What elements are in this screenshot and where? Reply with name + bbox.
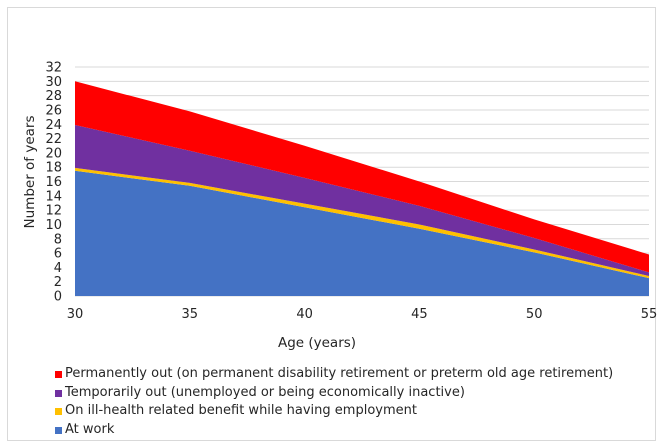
area-series-0 xyxy=(75,170,649,296)
legend-item: At work xyxy=(55,421,613,440)
y-tick-label: 30 xyxy=(45,75,62,90)
area-series-2 xyxy=(75,124,649,276)
y-tick-label: 26 xyxy=(45,103,62,118)
area-series-3 xyxy=(75,81,649,273)
legend-item: Temporarily out (unemployed or being eco… xyxy=(55,384,613,403)
x-tick-label: 35 xyxy=(182,307,199,322)
legend-swatch xyxy=(55,408,62,416)
x-tick-label: 45 xyxy=(411,307,428,322)
x-axis-title: Age (years) xyxy=(278,335,356,351)
legend-item: On ill-health related benefit while havi… xyxy=(55,402,613,421)
y-tick-label: 8 xyxy=(54,232,62,247)
y-axis-title: Number of years xyxy=(22,116,38,229)
legend-swatch xyxy=(55,389,62,397)
y-tick-label: 16 xyxy=(45,175,62,190)
y-tick-label: 6 xyxy=(54,247,62,262)
legend-label: On ill-health related benefit while havi… xyxy=(65,403,417,419)
legend-item: Permanently out (on permanent disability… xyxy=(55,365,613,384)
y-tick-label: 10 xyxy=(45,218,62,233)
y-tick-label: 0 xyxy=(54,290,62,305)
legend-label: At work xyxy=(65,422,115,438)
y-tick-label: 32 xyxy=(45,61,62,76)
x-tick-label: 30 xyxy=(67,307,84,322)
y-tick-label: 14 xyxy=(45,189,62,204)
legend: Permanently out (on permanent disability… xyxy=(55,365,613,440)
x-tick-label: 55 xyxy=(641,307,658,322)
legend-swatch xyxy=(55,426,62,434)
y-tick-label: 18 xyxy=(45,161,62,176)
y-tick-label: 24 xyxy=(45,118,62,133)
legend-label: Temporarily out (unemployed or being eco… xyxy=(65,384,465,400)
y-tick-label: 28 xyxy=(45,89,62,104)
x-tick-labels: 30 35 40 45 50 55 xyxy=(67,307,658,322)
x-tick-label: 50 xyxy=(526,307,543,322)
y-tick-label: 22 xyxy=(45,132,62,147)
y-tick-label: 4 xyxy=(54,261,62,276)
y-tick-label: 12 xyxy=(45,204,62,219)
legend-label: Permanently out (on permanent disability… xyxy=(65,366,614,381)
legend-swatch xyxy=(55,370,62,378)
x-tick-label: 40 xyxy=(296,307,313,322)
y-tick-label: 2 xyxy=(54,275,62,290)
y-tick-label: 20 xyxy=(45,146,62,161)
series-areas xyxy=(75,81,649,296)
